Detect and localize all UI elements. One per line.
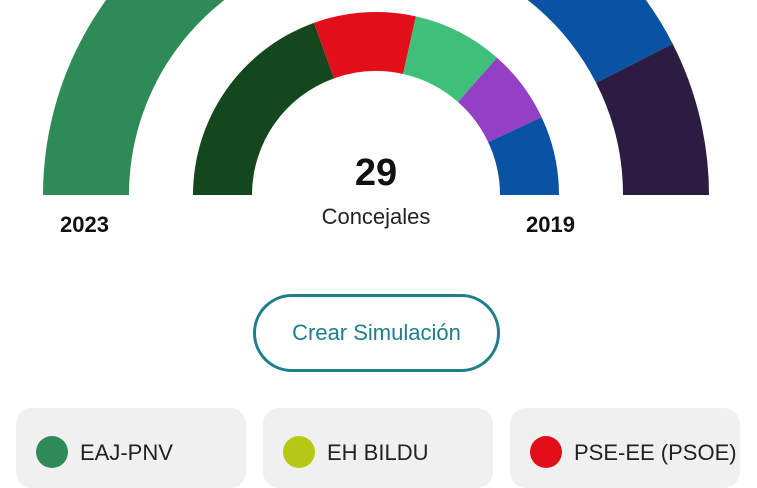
party-color-dot xyxy=(283,436,315,468)
outer-ring-segment-0 xyxy=(43,0,225,195)
year-label-right: 2019 xyxy=(526,212,575,237)
total-seats-count: 29 xyxy=(354,152,398,194)
party-color-dot xyxy=(530,436,562,468)
party-name: PSE-EE (PSOE) xyxy=(574,440,737,465)
seats-hemicycle-chart xyxy=(43,0,709,196)
outer-ring-segment-3 xyxy=(527,0,673,83)
inner-ring-segment-0 xyxy=(193,22,334,196)
inner-ring-segment-3 xyxy=(458,57,542,143)
total-seats-label: Concejales xyxy=(321,204,431,229)
party-card-eh-bildu[interactable]: EH BILDU xyxy=(263,408,493,488)
year-label-left: 2023 xyxy=(60,212,109,237)
party-name: EH BILDU xyxy=(327,440,429,465)
party-card-pse-ee[interactable]: PSE-EE (PSOE) xyxy=(510,408,740,488)
inner-ring-segment-4 xyxy=(488,117,559,195)
party-color-dot xyxy=(36,436,68,468)
inner-ring-segment-1 xyxy=(314,12,416,79)
party-card-eaj-pnv[interactable]: EAJ-PNV xyxy=(16,408,246,488)
inner-ring-segment-2 xyxy=(403,16,498,102)
party-name: EAJ-PNV xyxy=(80,440,173,465)
hemicycle-outer-ring-2019 xyxy=(43,0,709,195)
outer-ring-segment-4 xyxy=(596,43,709,195)
create-simulation-button[interactable]: Crear Simulación xyxy=(253,294,500,372)
hemicycle-inner-ring-2023 xyxy=(193,12,559,196)
